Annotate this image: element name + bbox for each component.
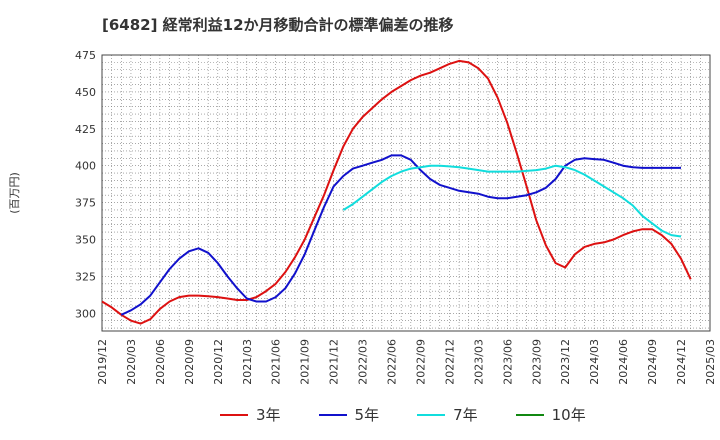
legend-item-1: 3年 [220,404,281,425]
x-tick-label: 2022/03 [357,339,370,385]
series-line-2 [120,154,681,316]
x-tick-label: 2024/06 [617,339,630,385]
x-tick-label: 2023/12 [559,339,572,385]
y-tick-label: 300 [75,307,96,320]
y-tick-label: 425 [75,123,96,136]
legend-item-3: 7年 [417,404,478,425]
x-tick-label: 2020/12 [212,339,225,385]
plot-frame [101,54,711,332]
legend-label: 5年 [354,406,380,424]
x-tick-label: 2020/06 [154,339,167,385]
y-tick-label: 475 [75,49,96,62]
legend-swatch [318,413,347,416]
legend-label: 7年 [453,406,478,424]
y-axis-label: (百万円) [8,172,21,214]
chart-title: [6482] 経常利益12か月移動合計の標準偏差の推移 [102,16,454,34]
y-tick-label: 450 [75,86,96,99]
x-tick-label: 2021/12 [328,339,341,385]
legend-item-2: 5年 [318,404,380,425]
x-tick-label: 2023/03 [472,339,485,385]
x-tick-label: 2020/09 [183,339,196,385]
x-tick-label: 2024/09 [646,339,659,385]
x-tick-label: 2024/03 [588,339,601,385]
legend-label: 3年 [256,406,281,424]
x-tick-label: 2021/06 [270,339,283,385]
series-line-1 [101,59,692,325]
x-tick-label: 2022/06 [386,339,399,385]
legend-item-4: 10年 [515,404,586,425]
legend-swatch [220,413,248,416]
x-tick-label: 2022/09 [414,339,427,385]
x-tick-label: 2019/12 [96,339,109,385]
y-tick-label: 350 [75,233,96,246]
x-tick-label: 2021/03 [241,339,254,385]
legend-label: 10年 [551,406,586,424]
y-tick-label: 400 [75,160,96,173]
x-tick-label: 2025/03 [704,339,717,385]
x-tick-label: 2023/06 [501,339,514,385]
legend-swatch [515,413,544,416]
y-tick-label: 325 [75,270,96,283]
series-line-3 [342,164,682,238]
x-tick-label: 2023/09 [530,339,543,385]
chart-legend: 3年 5年 7年 10年 [220,404,586,425]
legend-swatch [417,413,446,416]
x-tick-label: 2021/09 [299,339,312,385]
y-tick-label: 375 [75,197,96,210]
x-tick-label: 2020/03 [125,339,138,385]
x-tick-label: 2024/12 [675,339,688,385]
x-tick-label: 2022/12 [443,339,456,385]
